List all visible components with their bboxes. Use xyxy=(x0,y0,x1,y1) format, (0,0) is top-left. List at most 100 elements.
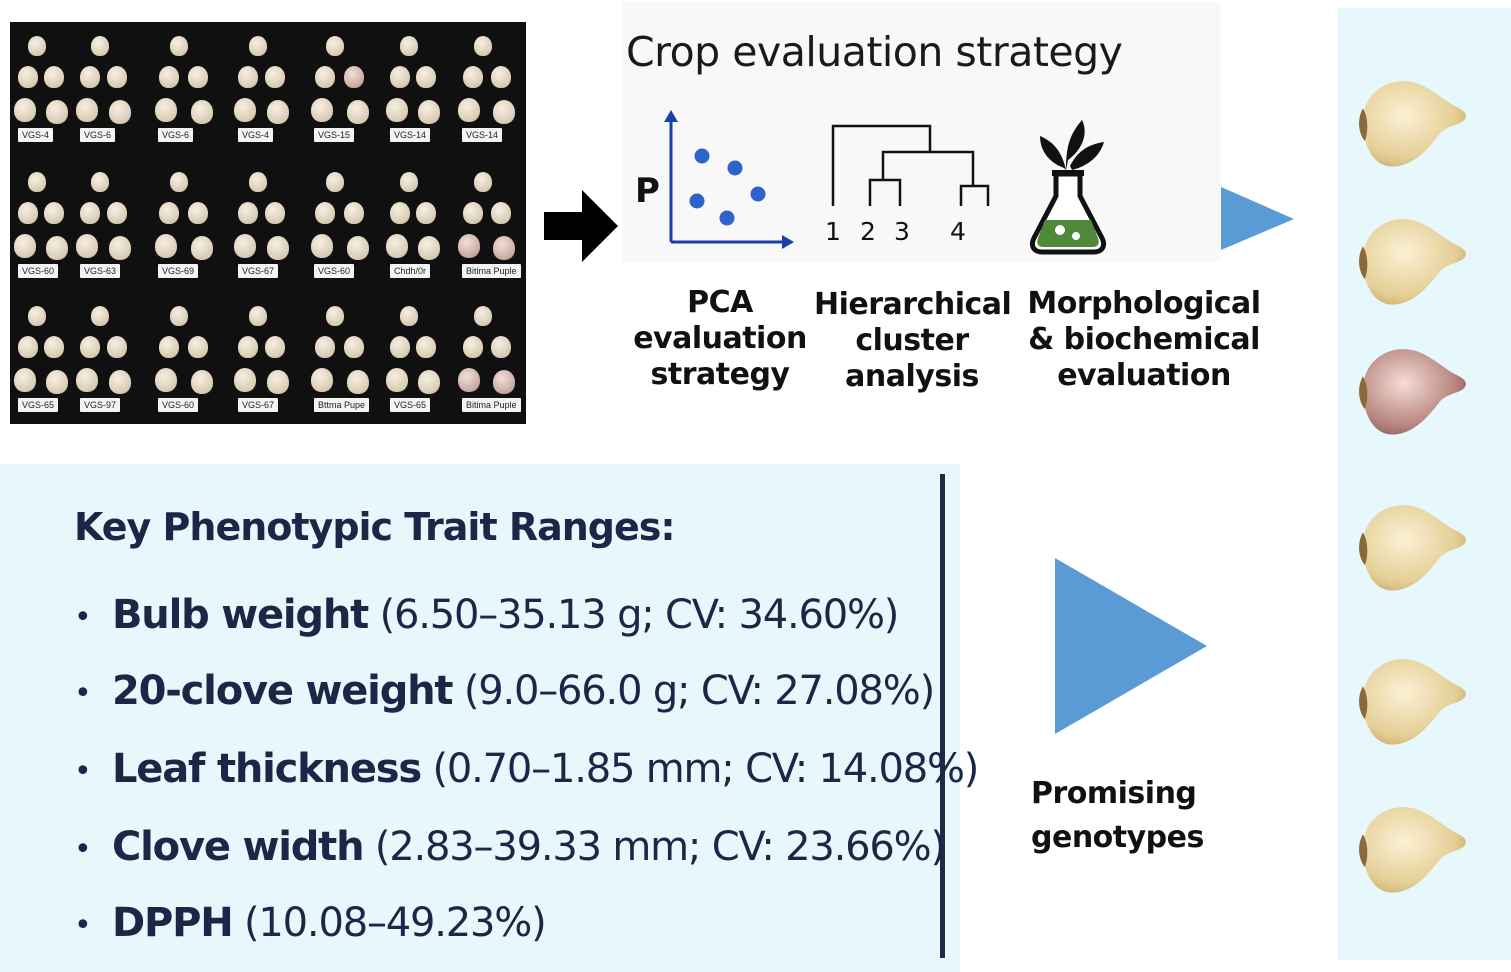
garlic-bulb-photo xyxy=(344,336,365,358)
garlic-bulb-photo xyxy=(418,236,440,260)
garlic-bulb-photo xyxy=(491,336,512,358)
garlic-bulb-photo xyxy=(267,100,290,124)
garlic-photo-cell: VGS-65 xyxy=(382,292,446,418)
strategy-title: Crop evaluation strategy xyxy=(626,28,1123,76)
garlic-bulb-photo xyxy=(159,202,179,224)
traits-panel xyxy=(0,464,960,972)
garlic-photo-cell: VGS-60 xyxy=(150,292,222,418)
garlic-bulb-photo xyxy=(80,202,101,224)
garlic-genotype-photo-grid: VGS-4 VGS-6 VGS-6 VGS-4 VGS-15 VGS-14 VGS-14 VG… xyxy=(10,22,526,424)
garlic-bulb-photo xyxy=(188,66,209,88)
garlic-photo-cell: VGS-15 xyxy=(306,22,378,148)
garlic-bulb-photo xyxy=(90,306,109,326)
dendrogram-icon: 1 2 3 4 xyxy=(825,124,990,246)
garlic-bulb-photo xyxy=(386,234,408,258)
garlic-bulb-photo xyxy=(418,370,440,394)
garlic-bulb-photo xyxy=(154,98,177,122)
garlic-bulb-photo xyxy=(90,36,109,56)
garlic-photo-cell: VGS-67 xyxy=(230,292,296,418)
garlic-bulb-photo xyxy=(14,234,36,258)
garlic-bulb-photo xyxy=(462,336,483,358)
garlic-bulb-photo xyxy=(76,368,99,392)
garlic-bulb-photo xyxy=(18,336,38,358)
garlic-bulb-photo xyxy=(493,100,516,124)
genotype-label: VGS-67 xyxy=(238,264,279,278)
garlic-bulb-photo xyxy=(315,202,335,224)
garlic-bulb-photo xyxy=(46,236,68,260)
garlic-bulb-photo xyxy=(154,368,177,392)
garlic-bulb-photo xyxy=(265,202,286,224)
garlic-bulb-photo xyxy=(170,306,189,326)
garlic-bulb-photo xyxy=(170,36,189,56)
garlic-bulb-photo xyxy=(170,172,189,192)
garlic-bulb-photo xyxy=(18,202,38,224)
pca-axis-label: P xyxy=(635,171,660,211)
method-pca: PCA evaluation strategy xyxy=(633,285,807,392)
genotype-label: VGS-97 xyxy=(80,398,121,412)
garlic-bulb-photo xyxy=(390,66,410,88)
garlic-bulb-photo xyxy=(14,368,36,392)
garlic-bulb-photo xyxy=(400,306,418,326)
traits-divider xyxy=(940,474,945,958)
traits-heading: Key Phenotypic Trait Ranges: xyxy=(74,505,676,549)
garlic-bulb-photo xyxy=(190,100,213,124)
garlic-bulb-photo xyxy=(90,172,109,192)
garlic-bulb-photo xyxy=(400,172,418,192)
garlic-bulb-photo xyxy=(190,236,213,260)
bullet-icon: • xyxy=(74,907,92,943)
garlic-photo-cell: VGS-6 xyxy=(72,22,138,148)
garlic-photo-cell: VGS-67 xyxy=(230,158,296,284)
garlic-bulb-photo xyxy=(238,202,259,224)
garlic-photo-cell: VGS-60 xyxy=(10,158,74,284)
garlic-bulb-photo xyxy=(458,234,481,258)
garlic-bulb-photo xyxy=(14,98,36,122)
garlic-bulb-photo xyxy=(80,336,101,358)
bullet-icon: • xyxy=(74,599,92,635)
genotype-label: VGS-14 xyxy=(462,128,503,142)
dendro-leaf-3: 3 xyxy=(894,217,910,246)
garlic-bulb-photo xyxy=(44,66,64,88)
garlic-bulb-photo xyxy=(107,66,128,88)
garlic-photo-cell: Bitima Puple xyxy=(454,158,524,284)
garlic-bulb-photo xyxy=(346,100,369,124)
garlic-bulb-photo xyxy=(491,202,512,224)
trait-item: • Clove width (2.83–39.33 mm; CV: 23.66%) xyxy=(74,824,946,870)
garlic-bulb-photo xyxy=(418,100,440,124)
dendro-leaf-4: 4 xyxy=(950,217,966,246)
method-hierarchical: Hierarchical cluster analysis xyxy=(814,287,1012,394)
garlic-bulb-photo xyxy=(28,36,46,56)
garlic-bulb-photo xyxy=(159,336,179,358)
garlic-bulb-photo xyxy=(188,202,209,224)
dendro-leaf-2: 2 xyxy=(860,217,876,246)
garlic-bulb-photo xyxy=(44,202,64,224)
garlic-bulb-photo xyxy=(238,66,259,88)
garlic-bulb-photo xyxy=(248,306,267,326)
garlic-bulb-photo xyxy=(46,370,68,394)
garlic-bulb-photo xyxy=(473,172,492,192)
garlic-bulb-photo xyxy=(386,98,408,122)
garlic-bulb-image xyxy=(1359,219,1466,305)
garlic-bulb-photo xyxy=(400,36,418,56)
garlic-bulb-photo xyxy=(107,336,128,358)
garlic-bulb-photo xyxy=(386,368,408,392)
garlic-bulb-photo xyxy=(267,370,290,394)
garlic-bulb-photo xyxy=(326,36,345,56)
garlic-photo-cell: VGS-4 xyxy=(230,22,296,148)
garlic-bulb-photo xyxy=(390,202,410,224)
garlic-bulb-photo xyxy=(109,236,132,260)
genotype-label: VGS-60 xyxy=(18,264,59,278)
garlic-bulb-photo xyxy=(109,370,132,394)
genotype-label: VGS-65 xyxy=(390,398,431,412)
garlic-photo-cell: VGS-65 xyxy=(10,292,74,418)
blue-triangle-icon xyxy=(1221,187,1294,250)
garlic-bulb-photo xyxy=(416,66,436,88)
flask-sprout-icon xyxy=(1029,120,1107,255)
garlic-bulb-image xyxy=(1359,81,1466,167)
genotype-label: VGS-65 xyxy=(18,398,59,412)
garlic-bulb-photo xyxy=(462,202,483,224)
garlic-bulb-photo xyxy=(326,306,345,326)
garlic-bulb-image xyxy=(1359,505,1466,591)
genotype-label: VGS-15 xyxy=(314,128,355,142)
genotype-label: Chdh/0r xyxy=(390,264,431,278)
garlic-bulb-photo xyxy=(458,368,481,392)
